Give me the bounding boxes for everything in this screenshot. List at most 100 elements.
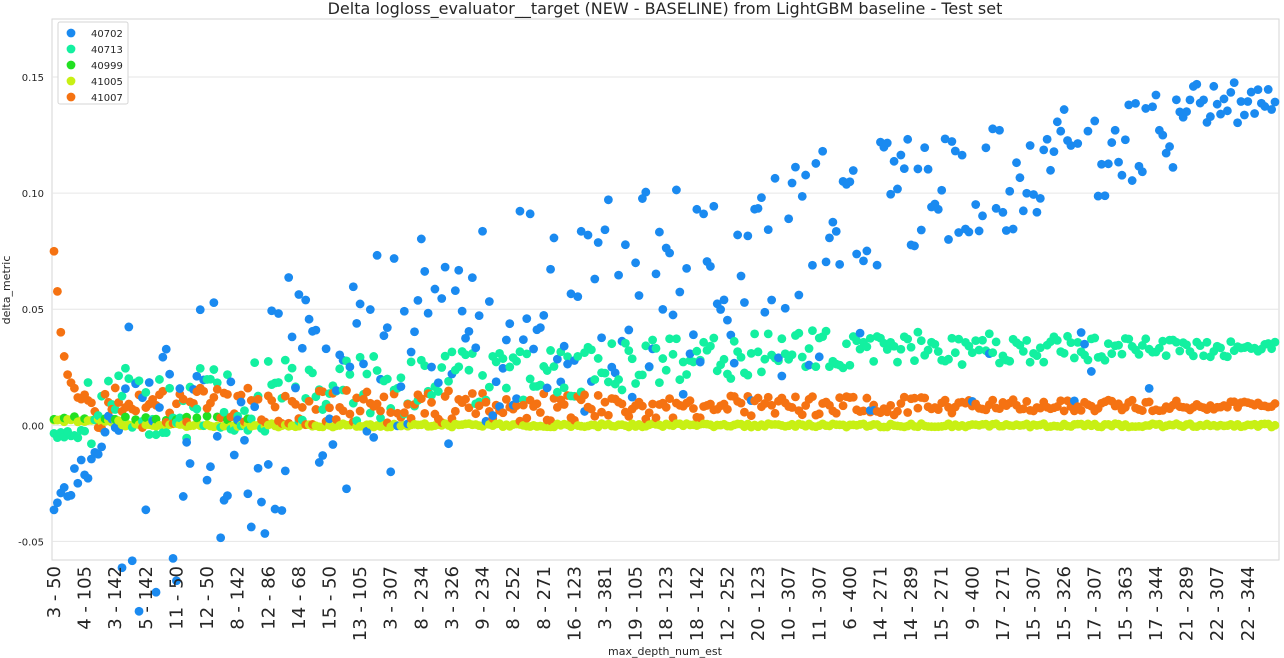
point-41007	[70, 383, 79, 393]
point-40702	[158, 352, 168, 362]
point-40713	[542, 366, 552, 375]
point-40713	[709, 333, 719, 343]
point-40702	[1270, 97, 1280, 107]
point-40702	[253, 463, 263, 473]
point-40702	[678, 389, 688, 399]
point-40713	[478, 371, 487, 380]
point-41007	[624, 411, 634, 421]
point-41007	[471, 409, 481, 419]
point-40713	[729, 336, 739, 346]
point-40702	[1012, 158, 1021, 168]
point-40702	[505, 319, 515, 329]
point-40702	[804, 360, 814, 370]
point-40713	[250, 358, 260, 368]
x-tick-label: 15 - 326	[1054, 566, 1075, 641]
point-40702	[93, 449, 103, 459]
point-40702	[484, 297, 494, 306]
point-40713	[212, 378, 222, 388]
point-41007	[522, 413, 532, 423]
point-40713	[607, 339, 617, 349]
point-40702	[444, 439, 453, 449]
point-40702	[695, 357, 705, 367]
point-40702	[729, 358, 739, 368]
point-40702	[903, 134, 913, 144]
point-40702	[246, 522, 256, 532]
point-41007	[552, 403, 562, 412]
point-40702	[1168, 162, 1178, 172]
point-40713	[369, 352, 379, 361]
point-40713	[617, 385, 627, 395]
point-41007	[532, 399, 542, 409]
point-40702	[284, 273, 294, 282]
point-40702	[53, 498, 62, 508]
point-40702	[294, 290, 304, 299]
point-41007	[372, 399, 382, 409]
point-40713	[750, 329, 760, 339]
point-40702	[1165, 142, 1174, 151]
point-40713	[1195, 341, 1205, 351]
point-40713	[83, 378, 93, 387]
point-40702	[124, 322, 134, 332]
point-40713	[1270, 337, 1280, 347]
x-tick-label: 12 - 252	[717, 566, 738, 641]
point-40702	[566, 289, 576, 299]
point-40702	[1243, 97, 1253, 106]
point-40713	[978, 335, 987, 345]
point-40702	[172, 576, 181, 586]
x-tick-label: 19 - 105	[626, 566, 647, 641]
point-41007	[59, 352, 69, 361]
x-tick-label: 17 - 307	[1085, 566, 1106, 641]
point-41007	[199, 386, 209, 396]
point-40702	[382, 323, 392, 333]
legend-marker-41005	[66, 76, 76, 86]
point-40713	[563, 352, 572, 362]
point-41007	[209, 392, 219, 402]
point-40713	[240, 406, 249, 416]
point-40713	[274, 378, 283, 387]
point-41007	[362, 387, 372, 397]
point-40713	[893, 357, 902, 367]
point-41007	[386, 408, 396, 417]
legend-label-40999: 40999	[91, 61, 123, 72]
point-40713	[223, 370, 232, 380]
point-40702	[1046, 165, 1055, 175]
point-40702	[637, 194, 647, 203]
point-40702	[740, 298, 749, 307]
point-41007	[740, 407, 749, 417]
point-41005	[1270, 420, 1280, 430]
point-40702	[995, 125, 1004, 135]
point-40702	[488, 411, 498, 420]
point-40702	[1032, 207, 1042, 217]
point-40702	[971, 200, 981, 209]
point-40702	[223, 491, 232, 501]
point-41007	[352, 393, 362, 403]
point-41007	[835, 393, 845, 403]
point-41007	[464, 403, 474, 413]
point-40702	[141, 505, 151, 515]
point-41007	[280, 391, 290, 401]
point-40702	[161, 344, 171, 354]
x-tick-label: 8 - 142	[228, 566, 249, 630]
point-41007	[685, 396, 695, 406]
y-tick-label: 0.15	[22, 73, 44, 84]
point-40702	[882, 138, 892, 148]
x-tick-label: 22 - 307	[1207, 566, 1228, 641]
point-40713	[491, 357, 501, 367]
point-40713	[1158, 336, 1168, 346]
x-tick-label: 15 - 271	[932, 566, 953, 641]
point-40702	[774, 353, 783, 363]
point-40713	[689, 357, 698, 367]
point-40702	[49, 505, 59, 515]
legend-label-40713: 40713	[91, 45, 123, 56]
point-40702	[821, 257, 831, 267]
point-40713	[971, 336, 981, 346]
point-41007	[791, 392, 800, 402]
point-41007	[501, 394, 511, 404]
point-41007	[580, 390, 589, 400]
point-40713	[1199, 351, 1208, 361]
point-40702	[699, 209, 709, 219]
point-40713	[661, 365, 671, 375]
point-40702	[352, 318, 362, 328]
point-40702	[1229, 78, 1239, 87]
